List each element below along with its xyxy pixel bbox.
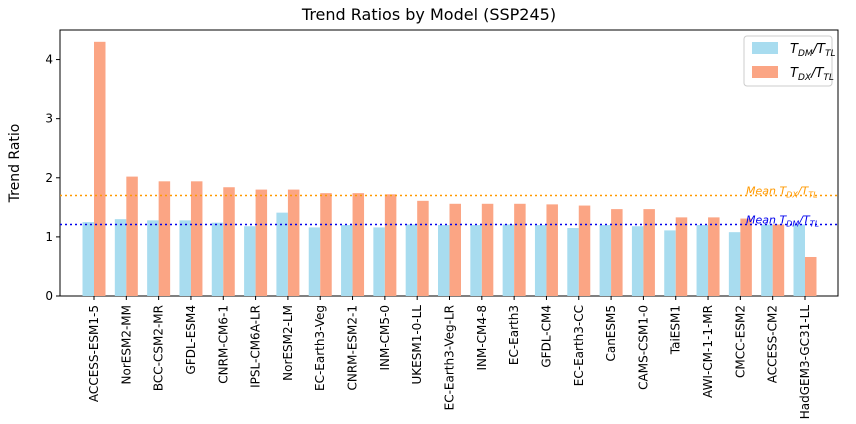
legend-label-1: TDX/TTL <box>790 66 834 83</box>
x-tick-label-8: CNRM-ESM2-1 <box>346 305 360 391</box>
y-axis-label: Trend Ratio <box>7 124 23 204</box>
x-tick-label-13: EC-Earth3 <box>507 305 521 365</box>
x-tick-label-7: EC-Earth3-Veg <box>313 305 327 391</box>
bar-tdx-10 <box>417 200 429 296</box>
bar-tdx-22 <box>805 256 817 296</box>
bar-tdx-7 <box>320 193 332 296</box>
bar-tdm-13 <box>502 224 515 296</box>
x-tick-label-9: INM-CM5-0 <box>378 305 392 371</box>
bar-tdx-1 <box>126 176 138 296</box>
x-tick-label-19: AWI-CM-1-1-MR <box>701 305 715 398</box>
chart-title: Trend Ratios by Model (SSP245) <box>301 5 556 24</box>
x-tick-label-14: GFDL-CM4 <box>539 305 553 368</box>
x-tick-label-1: NorESM2-MM <box>119 305 133 384</box>
bar-tdm-6 <box>276 212 288 296</box>
bar-tdx-8 <box>352 193 365 296</box>
bar-tdm-0 <box>82 222 94 296</box>
x-tick-label-15: EC-Earth3-CC <box>572 305 586 386</box>
x-tick-label-10: UKESM1-0-LL <box>410 305 424 385</box>
bar-tdm-10 <box>405 224 418 296</box>
x-tick-label-3: GFDL-ESM4 <box>184 305 198 374</box>
reference-lines-group: Mean TDX/TTL Mean TDM/TTL <box>60 185 838 228</box>
bar-tdx-6 <box>287 189 300 296</box>
legend: TDM/TTL TDX/TTL <box>743 35 836 87</box>
x-tick-label-16: CanESM5 <box>604 305 618 362</box>
y-tick-label-0: 0 <box>45 289 53 303</box>
bar-tdm-20 <box>728 232 741 296</box>
bar-tdm-18 <box>664 230 676 296</box>
x-tick-label-5: IPSL-CM6A-LR <box>249 305 263 388</box>
legend-label-0: TDM/TTL <box>790 42 836 59</box>
bar-tdx-11 <box>449 203 461 296</box>
bar-tdm-14 <box>534 225 547 296</box>
x-tick-label-21: ACCESS-CM2 <box>766 305 780 383</box>
bar-tdx-3 <box>190 181 203 296</box>
bar-tdm-19 <box>696 225 709 296</box>
bar-tdm-11 <box>438 225 450 296</box>
x-tick-label-2: BCC-CSM2-MR <box>152 305 166 391</box>
legend-swatch-0 <box>752 42 778 54</box>
bar-tdm-2 <box>147 220 159 296</box>
x-tick-label-0: ACCESS-ESM1-5 <box>87 305 101 402</box>
bar-tdx-20 <box>740 218 752 296</box>
x-tick-label-18: TaiESM1 <box>669 305 683 355</box>
bar-tdx-19 <box>708 217 720 296</box>
bar-tdx-17 <box>643 209 655 296</box>
bar-tdm-15 <box>567 228 579 296</box>
x-tick-label-22: HadGEM3-GC31-LL <box>798 305 812 420</box>
bar-tdm-12 <box>470 225 482 296</box>
bar-tdm-21 <box>761 224 773 296</box>
bar-tdm-16 <box>599 225 612 296</box>
bar-tdm-3 <box>179 220 191 296</box>
bar-tdx-5 <box>255 189 268 296</box>
bar-tdx-4 <box>223 187 235 296</box>
bar-tdx-15 <box>578 205 591 296</box>
y-tick-label-2: 2 <box>45 171 53 185</box>
bar-tdx-16 <box>611 209 623 296</box>
x-tick-label-20: CMCC-ESM2 <box>733 305 747 378</box>
bar-tdx-14 <box>546 204 558 296</box>
x-tick-label-17: CAMS-CSM1-0 <box>636 305 650 390</box>
x-axis: ACCESS-ESM1-5 NorESM2-MM BCC-CSM2-MR GFDL-E… <box>87 296 812 419</box>
bars-group <box>82 41 817 296</box>
bar-tdm-22 <box>793 224 805 296</box>
bar-tdx-13 <box>514 203 526 296</box>
x-tick-label-4: CNRM-CM6-1 <box>216 305 230 384</box>
legend-swatch-1 <box>752 66 778 78</box>
bar-tdx-9 <box>384 194 397 296</box>
y-axis: 0 1 2 3 4 <box>45 53 60 303</box>
x-tick-label-11: EC-Earth3-Veg-LR <box>443 305 457 410</box>
bar-tdm-1 <box>114 219 127 296</box>
bar-tdx-18 <box>675 217 688 296</box>
bar-tdm-5 <box>244 226 256 296</box>
bar-tdm-17 <box>631 226 644 296</box>
bar-tdx-0 <box>94 41 106 296</box>
y-tick-label-1: 1 <box>45 230 53 244</box>
bar-tdx-12 <box>481 203 494 296</box>
bar-tdm-4 <box>211 222 224 296</box>
bar-tdm-7 <box>308 227 321 296</box>
mean-line-label-1: Mean TDM/TTL <box>746 213 819 228</box>
x-tick-label-6: NorESM2-LM <box>281 305 295 381</box>
y-tick-label-3: 3 <box>45 112 53 126</box>
x-tick-label-12: INM-CM4-8 <box>475 305 489 371</box>
y-tick-label-4: 4 <box>45 53 53 67</box>
bar-tdm-9 <box>373 227 385 296</box>
bar-tdm-8 <box>341 225 353 296</box>
bar-tdx-21 <box>772 224 785 296</box>
mean-line-label-0: Mean TDX/TTL <box>746 185 818 200</box>
bar-tdx-2 <box>158 181 171 296</box>
